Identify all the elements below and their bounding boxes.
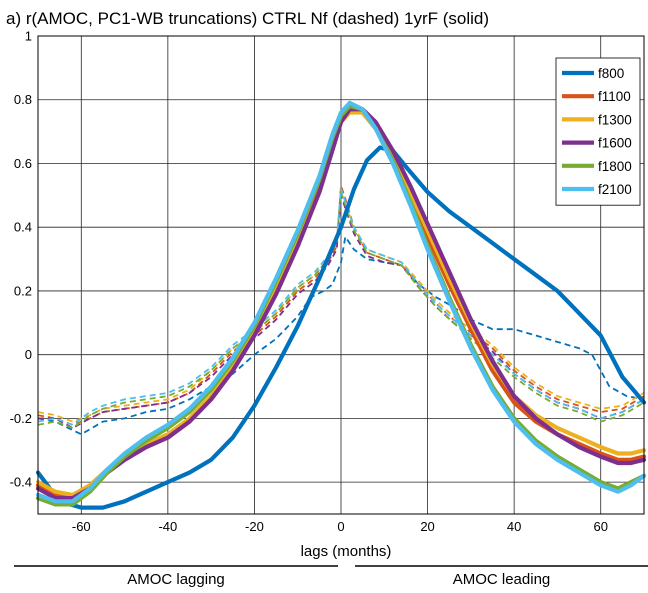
x-tick-label: 60 xyxy=(593,519,607,534)
series-line-f1800-dashed xyxy=(37,191,645,429)
y-tick-label: 0.4 xyxy=(14,220,32,235)
legend-label-f1600: f1600 xyxy=(598,136,632,151)
legend-label-f2100: f2100 xyxy=(598,182,632,197)
annotation-label: AMOC leading xyxy=(453,571,551,588)
legend-label-f800: f800 xyxy=(598,66,624,81)
y-tick-label: 0.2 xyxy=(14,283,32,298)
y-tick-label: -0.4 xyxy=(10,475,32,490)
series-line-f1600-solid xyxy=(35,107,647,501)
legend-box xyxy=(555,57,641,206)
y-tick-label: 0 xyxy=(25,347,32,362)
legend-label-f1800: f1800 xyxy=(598,159,632,174)
dashed-series-group xyxy=(37,184,645,436)
y-tick-label: 0.6 xyxy=(14,156,32,171)
x-axis-label: lags (months) xyxy=(301,543,392,560)
legend-label-f1300: f1300 xyxy=(598,112,632,127)
series-line-f2100-dashed xyxy=(37,188,645,426)
x-tick-label: 0 xyxy=(337,519,344,534)
y-tick-label: 0.8 xyxy=(14,92,32,107)
series-line-f2100-solid xyxy=(35,100,647,504)
x-tick-label: -40 xyxy=(158,519,177,534)
series-line-f1100-dashed xyxy=(37,184,645,426)
x-axis: -60 -40 -20 0 20 40 60 xyxy=(72,519,608,534)
annotations: AMOC lagging AMOC leading xyxy=(14,565,648,588)
series-line-f800-solid xyxy=(35,145,647,510)
grid xyxy=(38,35,644,514)
x-tick-label: 40 xyxy=(507,519,521,534)
x-tick-label: -20 xyxy=(245,519,264,534)
y-tick-label: 1 xyxy=(25,29,32,44)
annotation-label: AMOC lagging xyxy=(127,571,225,588)
y-tick-label: -0.2 xyxy=(10,411,32,426)
x-tick-label: -60 xyxy=(72,519,91,534)
legend: f800 f1100 f1300 f1600 f1800 f2100 xyxy=(555,57,641,206)
legend-label-f1100: f1100 xyxy=(598,89,631,104)
series-line-f1800-solid xyxy=(35,104,647,507)
chart-title: a) r(AMOC, PC1-WB truncations) CTRL Nf (… xyxy=(6,9,489,28)
series-line-f800-dashed xyxy=(37,235,645,436)
y-axis: -0.4 -0.2 0 0.2 0.4 0.6 0.8 1 xyxy=(10,29,32,490)
solid-series-group xyxy=(35,100,647,510)
plot-area xyxy=(37,35,645,515)
x-tick-label: 20 xyxy=(420,519,434,534)
